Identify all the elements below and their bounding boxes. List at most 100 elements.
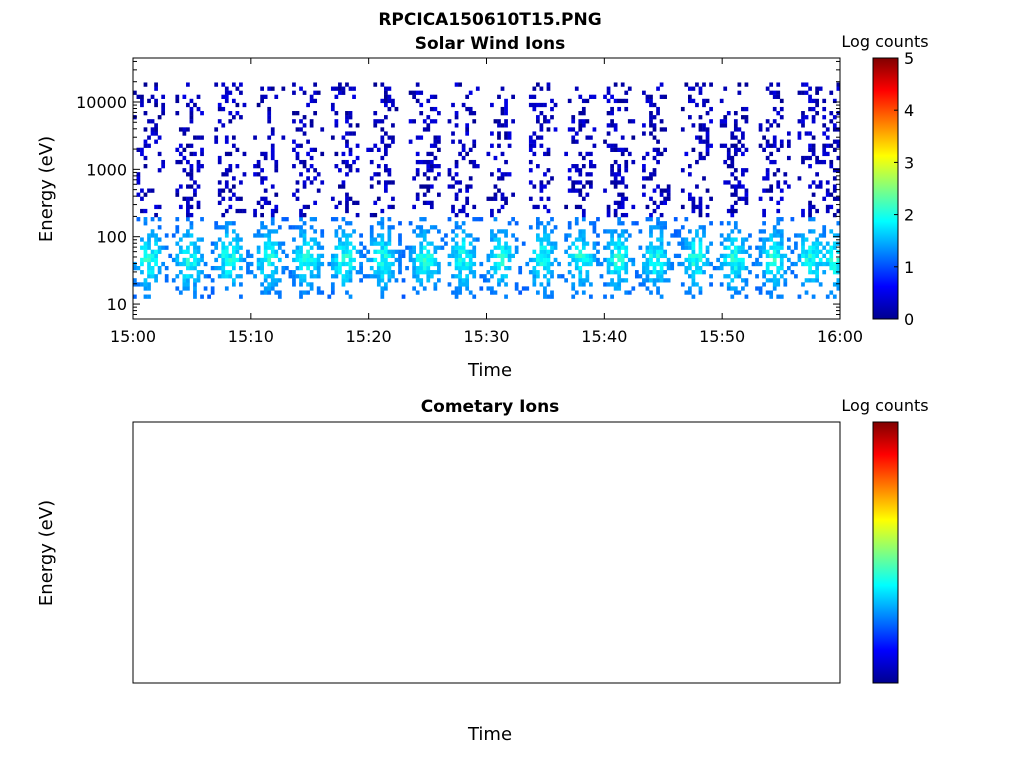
heatmap-cell — [631, 204, 636, 210]
heatmap-cell — [762, 274, 766, 279]
heatmap-cell — [154, 212, 158, 218]
heatmap-cell — [189, 106, 194, 112]
heatmap-cell — [705, 245, 710, 250]
heatmap-cell — [267, 286, 272, 291]
heatmap-cell — [341, 184, 346, 189]
heatmap-cell — [186, 229, 190, 234]
heatmap-cell — [776, 265, 781, 271]
heatmap-cell — [253, 172, 257, 177]
heatmap-cell — [270, 253, 275, 259]
heatmap-cell — [228, 151, 233, 157]
heatmap-cell — [221, 82, 226, 87]
heatmap-cell — [663, 200, 667, 206]
heatmap-cell — [702, 139, 706, 144]
heatmap-cell — [267, 245, 272, 250]
heatmap-cell — [433, 286, 438, 291]
heatmap-cell — [224, 249, 229, 254]
heatmap-cell — [231, 98, 236, 104]
heatmap-cell — [292, 192, 296, 197]
heatmap-cell — [383, 168, 388, 173]
heatmap-cell — [546, 147, 551, 152]
heatmap-cell — [698, 225, 703, 230]
heatmap-cell — [589, 159, 593, 165]
heatmap-cell — [832, 245, 837, 250]
heatmap-cell — [507, 253, 512, 259]
heatmap-cell — [136, 217, 141, 222]
heatmap-cell — [147, 253, 151, 259]
heatmap-cell — [454, 192, 459, 197]
heatmap-cell — [316, 274, 321, 279]
heatmap-cell — [136, 147, 141, 152]
heatmap-cell — [387, 143, 392, 148]
heatmap-cell — [355, 249, 360, 254]
heatmap-cell — [345, 164, 349, 169]
heatmap-cell — [493, 237, 498, 242]
heatmap-cell — [419, 270, 424, 275]
heatmap-cell — [656, 106, 660, 112]
heatmap-cell — [451, 290, 455, 295]
heatmap-cell — [186, 208, 190, 214]
heatmap-cell — [550, 245, 554, 250]
heatmap-cell — [376, 278, 381, 283]
heatmap-cell — [776, 221, 781, 226]
heatmap-cell — [235, 241, 240, 246]
heatmap-cell — [719, 98, 724, 104]
heatmap-cell — [140, 270, 144, 275]
heatmap-cell — [695, 204, 699, 210]
heatmap-cell — [535, 274, 540, 279]
heatmap-cell — [762, 282, 766, 287]
heatmap-cell — [348, 168, 353, 173]
heatmap-cell — [348, 221, 353, 226]
heatmap-cell — [239, 90, 243, 95]
heatmap-cell — [157, 270, 162, 275]
heatmap-cell — [730, 159, 735, 165]
heatmap-cell — [836, 221, 841, 226]
heatmap-cell — [656, 253, 660, 259]
heatmap-cell — [769, 261, 774, 267]
heatmap-cell — [808, 270, 812, 275]
heatmap-cell — [504, 196, 508, 201]
heatmap-cell — [688, 286, 692, 291]
heatmap-cell — [327, 294, 332, 299]
heatmap-cell — [564, 204, 569, 210]
heatmap-cell — [567, 168, 572, 173]
heatmap-cell — [277, 294, 282, 299]
heatmap-cell — [267, 274, 272, 279]
heatmap-cell — [330, 261, 335, 267]
heatmap-cell — [521, 286, 526, 291]
heatmap-cell — [376, 241, 381, 246]
heatmap-cell — [369, 257, 374, 263]
heatmap-cell — [468, 249, 473, 254]
heatmap-cell — [309, 261, 314, 267]
heatmap-cell — [306, 139, 310, 144]
heatmap-cell — [811, 180, 816, 185]
heatmap-cell — [550, 115, 554, 120]
heatmap-cell — [627, 86, 632, 91]
heatmap-cell — [246, 265, 250, 271]
heatmap-cell — [751, 261, 756, 267]
heatmap-cell — [299, 253, 303, 259]
heatmap-cell — [691, 278, 696, 283]
heatmap-cell — [645, 286, 650, 291]
heatmap-cell — [366, 257, 371, 263]
heatmap-cell — [546, 257, 551, 263]
heatmap-cell — [490, 253, 494, 259]
heatmap-cell — [309, 119, 314, 124]
heatmap-cell — [157, 217, 162, 222]
heatmap-cell — [719, 265, 724, 271]
heatmap-cell — [182, 286, 187, 291]
heatmap-cell — [263, 257, 268, 263]
heatmap-cell — [550, 176, 554, 181]
heatmap-cell — [281, 249, 286, 254]
heatmap-cell — [228, 188, 233, 193]
heatmap-cell — [193, 286, 197, 291]
heatmap-cell — [645, 265, 650, 271]
heatmap-cell — [267, 111, 272, 116]
heatmap-cell — [606, 98, 611, 104]
heatmap-cell — [482, 274, 487, 279]
heatmap-cell — [387, 172, 392, 177]
heatmap-cell — [178, 249, 183, 254]
heatmap-cell — [797, 135, 802, 140]
heatmap-cell — [603, 188, 607, 193]
